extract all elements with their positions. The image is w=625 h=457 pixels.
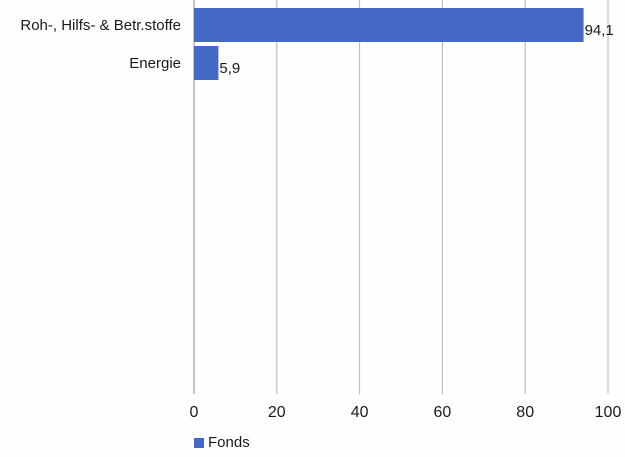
x-tick-label: 80	[516, 404, 534, 421]
x-tick-labels: 0 20 40 60 80 100	[190, 404, 622, 421]
data-label: 5,9	[219, 60, 240, 77]
x-tick-label: 20	[268, 404, 286, 421]
x-tick-label: 100	[595, 404, 622, 421]
bars	[194, 8, 584, 80]
legend-label-fonds: Fonds	[208, 434, 250, 451]
data-label: 94,1	[585, 22, 614, 39]
category-label: Energie	[129, 55, 181, 72]
bar-energie	[194, 46, 219, 80]
gridlines	[193, 0, 609, 394]
legend: Fonds	[194, 434, 250, 451]
legend-swatch-fonds	[194, 437, 204, 448]
data-labels: 94,1 5,9	[219, 22, 613, 77]
bar-roh-hilfs-betrstoffe	[194, 8, 584, 42]
category-labels: Roh-, Hilfs- & Betr.stoffe Energie	[20, 17, 181, 72]
category-label: Roh-, Hilfs- & Betr.stoffe	[20, 17, 181, 34]
x-tick-label: 40	[351, 404, 369, 421]
x-tick-label: 60	[434, 404, 452, 421]
x-tick-label: 0	[190, 404, 199, 421]
